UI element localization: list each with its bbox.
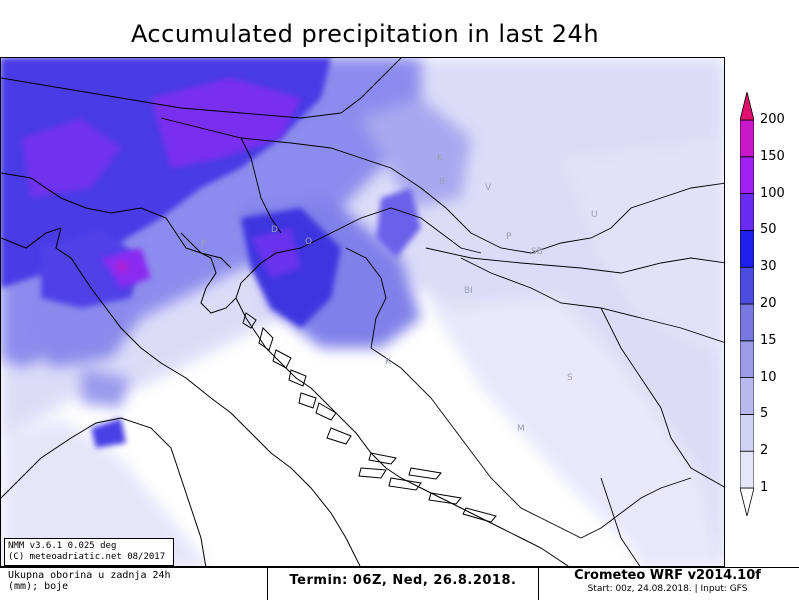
colorbar-segment	[740, 193, 754, 231]
colorbar-tick-label: 100	[760, 185, 785, 201]
map-label: K	[437, 153, 443, 163]
colorbar-segment	[740, 266, 754, 305]
coastline-istria-croatia	[180, 232, 569, 566]
map-label: BI	[464, 286, 473, 296]
map-label: K	[385, 357, 391, 367]
precipitation-colorbar	[740, 92, 754, 516]
colorbar-tick-label: 15	[760, 332, 777, 348]
footer-divider	[538, 567, 539, 600]
colorbar-segment	[740, 340, 754, 379]
model-info-line: NMM v3.6.1 0.025 deg	[8, 541, 117, 551]
footer-divider	[267, 567, 268, 600]
chart-title: Accumulated precipitation in last 24h	[130, 20, 600, 48]
forecast-time: Termin: 06Z, Ned, 26.8.2018.	[289, 573, 517, 588]
map-label: M	[517, 424, 525, 434]
map-label: B	[439, 177, 446, 187]
colorbar-tick-label: 200	[760, 112, 785, 127]
colorbar-tick-label: 10	[760, 369, 777, 385]
description-line: (mm); boje	[8, 581, 69, 592]
model-name: Crometeo WRF v2014.10f	[574, 568, 761, 583]
colorbar-segment	[740, 156, 754, 195]
map-canvas	[1, 58, 724, 566]
coastline-italy	[1, 172, 361, 566]
country-borders	[1, 58, 724, 566]
colorbar-tick-label: 150	[760, 148, 785, 164]
colorbar-tick-label: 50	[760, 222, 777, 238]
model-info-box: NMM v3.6.1 0.025 deg (C) meteoadriatic.n…	[4, 538, 174, 566]
colorbar-max-triangle	[740, 92, 754, 121]
colorbar-segment	[740, 450, 754, 489]
map-label: U	[591, 210, 598, 220]
precipitation-map: I P D O K B V P SB BI S M K U	[0, 57, 725, 567]
colorbar-segment	[740, 119, 754, 158]
precip-very-heavy-field	[21, 78, 301, 288]
colorbar-tick-label: 30	[760, 259, 777, 275]
colorbar-tick-label: 2	[760, 443, 769, 459]
map-label: O	[305, 237, 313, 247]
colorbar-segment	[740, 413, 754, 452]
footer-description: Ukupna oborina u zadnja 24h (mm); boje	[8, 570, 263, 592]
model-copyright-line: (C) meteoadriatic.net 08/2017	[8, 552, 166, 562]
colorbar-tick-label: 20	[760, 296, 777, 311]
map-label: P	[506, 232, 512, 242]
colorbar-segment	[740, 377, 754, 415]
map-label: I	[249, 162, 252, 172]
map-label: D	[271, 225, 278, 235]
colorbar-min-triangle	[740, 487, 754, 516]
footer-bar	[0, 567, 799, 600]
map-label: P	[201, 239, 207, 249]
description-line: Ukupna oborina u zadnja 24h	[8, 570, 171, 581]
colorbar-segment	[740, 229, 754, 268]
model-run-info: Start: 00z, 24.08.2018. | Input: GFS	[587, 584, 748, 594]
colorbar-tick-label: 1	[760, 480, 769, 495]
map-label: V	[485, 183, 492, 193]
map-label: S	[567, 373, 573, 383]
map-label: SB	[531, 247, 543, 257]
colorbar-segment	[740, 303, 754, 342]
colorbar-tick-label: 5	[760, 406, 769, 422]
